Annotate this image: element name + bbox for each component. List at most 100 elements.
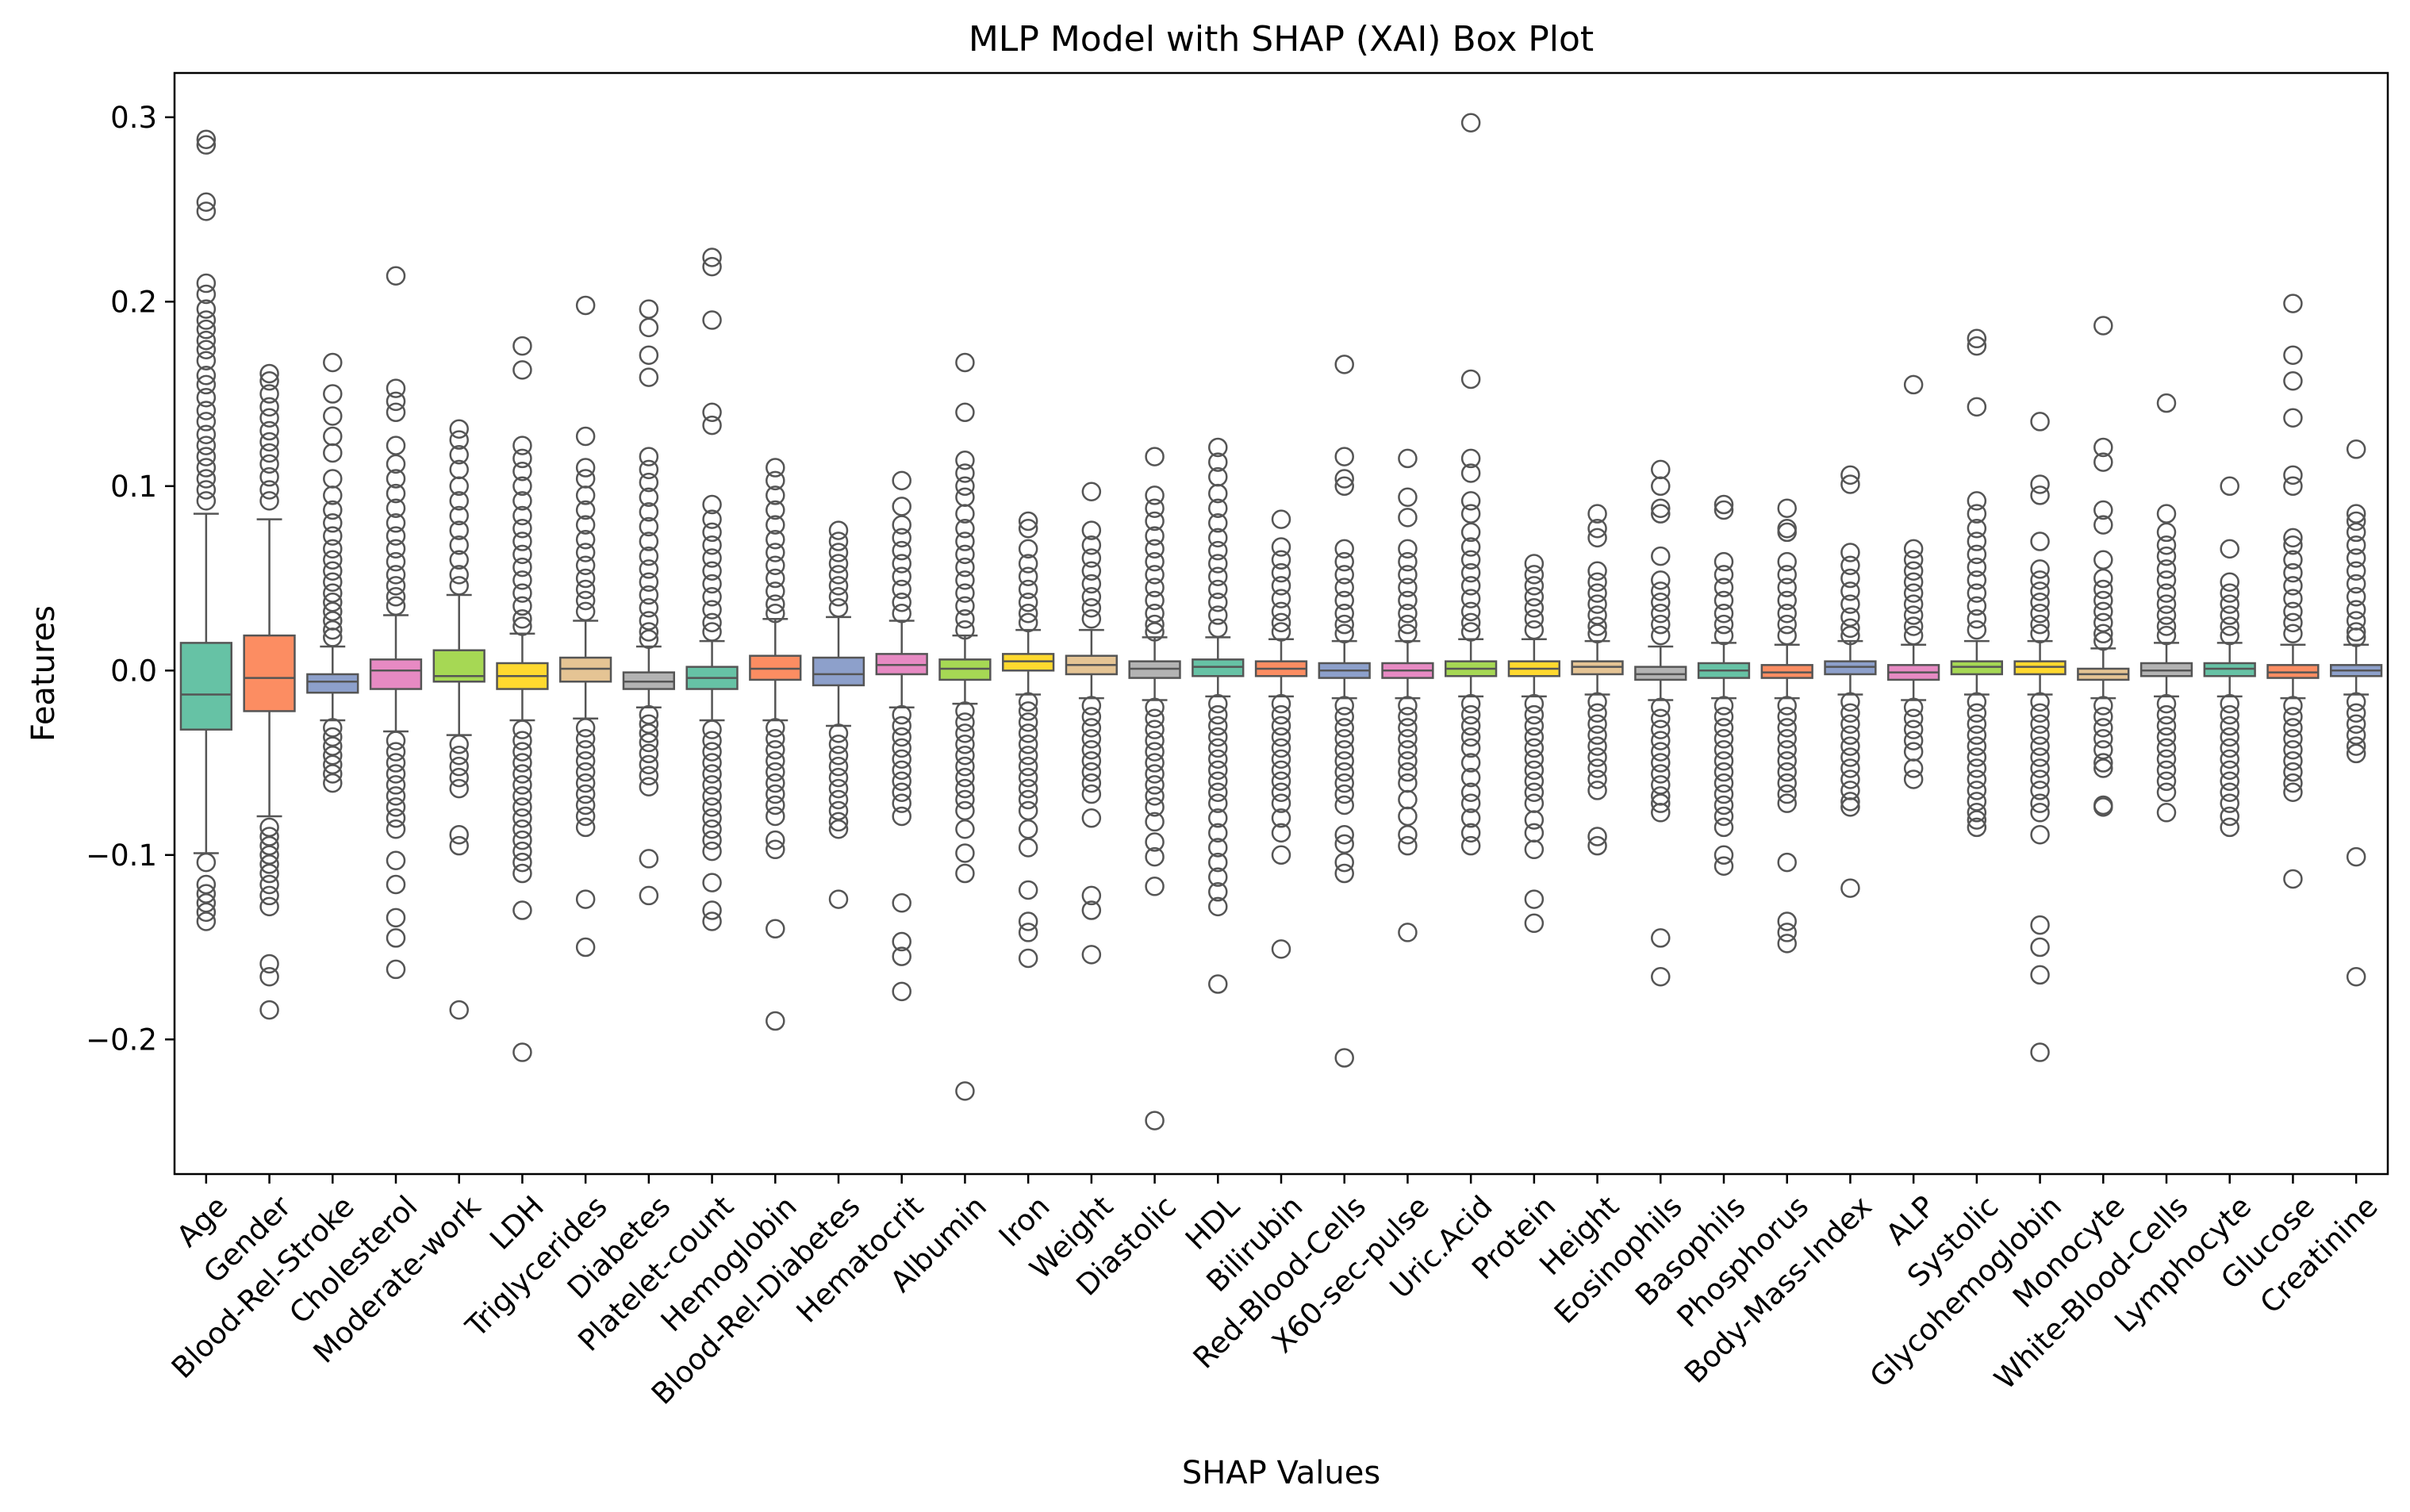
outlier-point [1018,539,1038,559]
outlier-point [1145,731,1165,750]
outlier-point [1208,513,1228,533]
outlier-point [1334,718,1354,738]
outlier-point [1081,561,1102,581]
outlier-point [1587,624,1607,644]
box [306,673,359,694]
outlier-point [2220,693,2239,714]
outlier-point [1840,543,1860,562]
outlier-point [2283,601,2303,622]
outlier-point [1587,714,1607,734]
outlier-point [2220,749,2239,769]
outlier-point [575,773,596,793]
outlier-point [1018,778,1038,799]
outlier-point [2283,345,2303,365]
outlier-point [1651,753,1671,773]
outlier-point [2093,718,2113,738]
plot-frame [173,71,2389,1176]
outlier-point [449,1000,469,1020]
outlier-point [1967,810,1987,830]
outlier-point [828,520,849,540]
outlier-point [575,529,596,550]
outlier-point [1460,612,1481,633]
outlier-point [828,554,849,574]
outlier-point [196,491,217,511]
outlier-point [512,797,532,817]
outlier-point [1208,749,1228,769]
outlier-point [1713,696,1734,716]
outlier-point [1334,740,1354,760]
outlier-point [1081,696,1102,716]
outlier-point [1524,565,1545,585]
outlier-point [702,415,722,436]
outlier-point [2030,824,2050,845]
outlier-point [1018,519,1038,539]
outlier-point [1903,561,1924,581]
outlier-point [1777,923,1797,942]
outlier-point [575,795,596,815]
outlier-point [1145,764,1165,784]
outlier-point [955,745,975,766]
outlier-point [766,762,785,782]
outlier-point [512,505,532,526]
outlier-point [1524,704,1545,725]
outlier-point [766,919,785,939]
outlier-point [259,885,279,906]
outlier-point [449,576,469,596]
outlier-point [639,723,659,743]
outlier-point [386,498,406,518]
outlier-point [512,900,532,920]
outlier-point [2283,371,2303,391]
outlier-point [1903,605,1924,625]
outlier-point [512,532,532,551]
outlier-point [2093,753,2113,773]
outlier-point [1334,784,1354,804]
outlier-point [766,718,785,738]
outlier-point [955,843,975,863]
outlier-point [449,520,469,540]
outlier-point [575,555,596,576]
outlier-point [828,745,849,766]
outlier-point [1967,803,1987,823]
outlier-point [196,852,217,873]
outlier-point [1903,758,1924,778]
outlier-point [2156,716,2177,736]
outlier-point [1271,716,1291,736]
outlier-point [766,839,785,860]
outlier-point [1524,771,1545,792]
outlier-point [1777,784,1797,804]
outlier-point [955,819,975,839]
outlier-point [1145,622,1165,642]
outlier-point [1398,578,1418,597]
outlier-point [1713,707,1734,727]
outlier-point [386,731,406,750]
outlier-point [1398,539,1418,559]
outlier-point [1208,896,1228,917]
outlier-point [2093,452,2113,472]
outlier-point [512,808,532,828]
outlier-point [766,795,785,815]
outlier-point [1271,771,1291,792]
outlier-point [1018,612,1038,633]
outlier-point [1208,727,1228,747]
outlier-point [1398,603,1418,624]
outlier-point [512,360,532,380]
outlier-point [1651,731,1671,750]
outlier-point [1208,540,1228,561]
outlier-point [1651,570,1671,590]
outlier-point [386,402,406,423]
outlier-point [955,863,975,884]
outlier-point [1460,782,1481,802]
outlier-point [2220,594,2239,614]
outlier-point [1840,465,1860,485]
outlier-point [955,756,975,777]
outlier-point [1398,750,1418,771]
outlier-point [1651,603,1671,624]
outlier-point [1967,714,1987,734]
outlier-point [1777,852,1797,873]
outlier-point [386,596,406,616]
outlier-point [386,928,406,948]
outlier-point [1777,762,1797,782]
outlier-point [1903,550,1924,570]
outlier-point [449,445,469,465]
outlier-point [1018,511,1038,532]
